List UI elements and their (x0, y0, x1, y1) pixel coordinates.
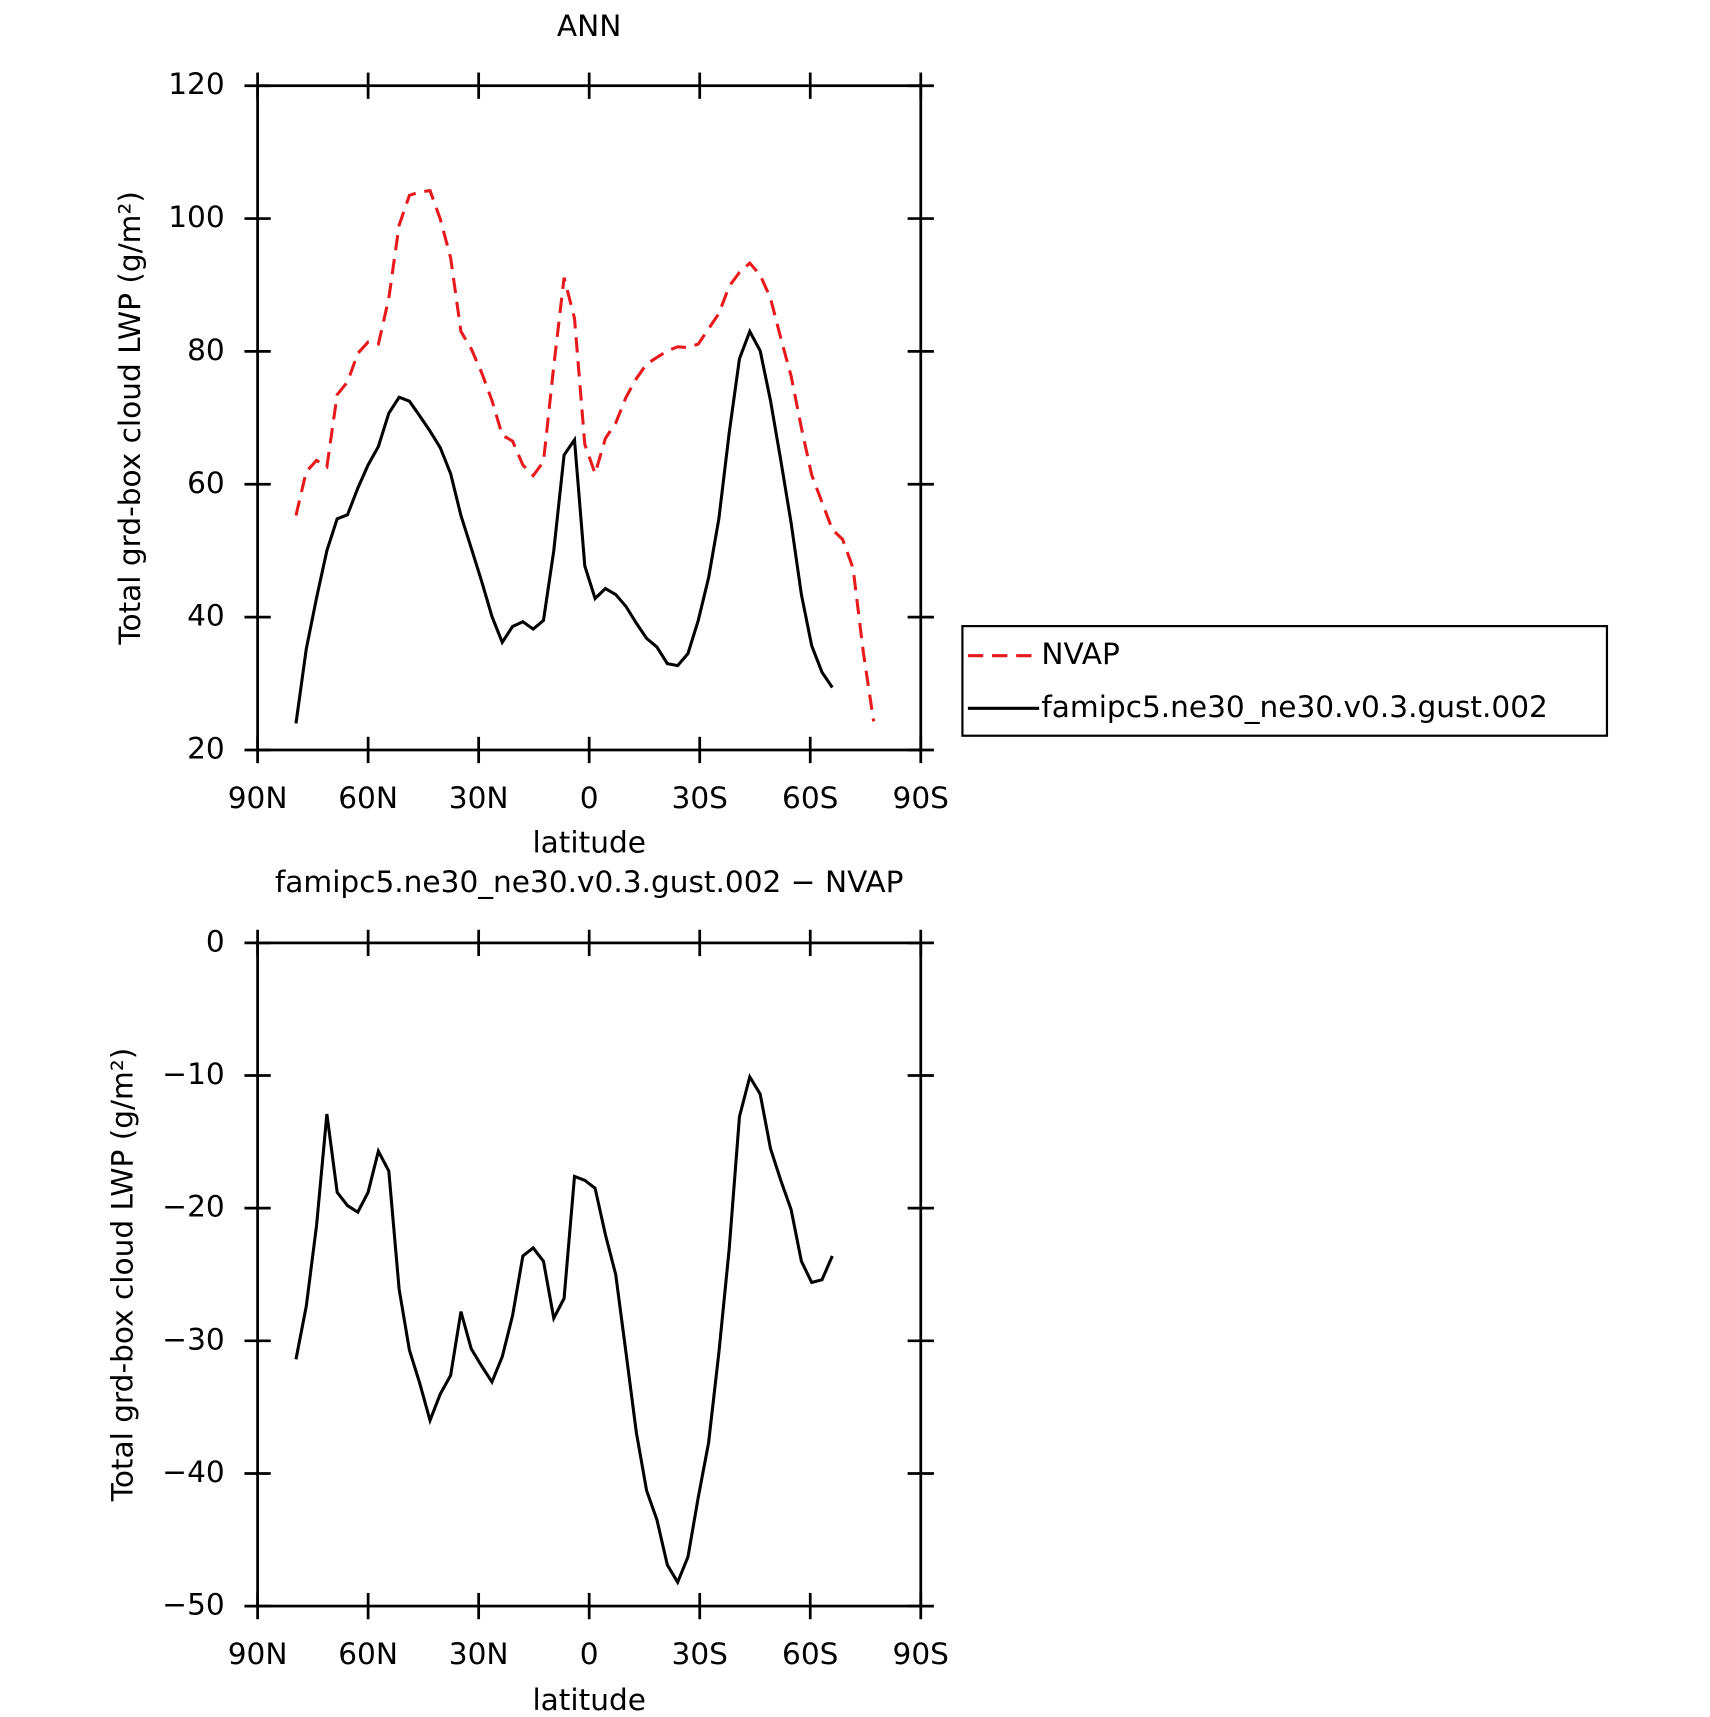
x-tick-label: 60N (338, 781, 398, 815)
x-axis-label: latitude (532, 826, 645, 860)
y-tick-label: −30 (162, 1322, 224, 1356)
x-tick-label: 0 (580, 781, 599, 815)
y-tick-label: −40 (162, 1455, 224, 1489)
series-line (294, 188, 876, 722)
x-tick-label: 30N (449, 1637, 509, 1671)
y-tick-label: −50 (162, 1588, 224, 1622)
x-tick-label: 60S (782, 781, 838, 815)
legend-box (961, 625, 1609, 737)
plot-frame (256, 941, 923, 1608)
y-axis-label: Total grd-box cloud LWP (g/m²) (113, 191, 147, 645)
series-line (294, 327, 834, 724)
x-tick-label: 0 (580, 1637, 599, 1671)
series-line (294, 1072, 834, 1586)
x-tick-label: 30S (672, 1637, 728, 1671)
chart-title: famipc5.ne30_ne30.v0.3.gust.002 − NVAP (275, 865, 904, 899)
y-tick-label: 40 (187, 599, 225, 633)
legend-label: NVAP (1041, 637, 1120, 671)
x-tick-label: 90S (893, 1637, 949, 1671)
y-tick-label: 60 (187, 466, 225, 500)
y-tick-label: 20 (187, 731, 225, 765)
y-tick-label: 80 (187, 333, 225, 367)
x-tick-label: 90N (228, 781, 288, 815)
y-axis-label: Total grd-box cloud LWP (g/m²) (105, 1048, 139, 1502)
y-tick-label: −20 (162, 1190, 224, 1224)
y-tick-label: 120 (168, 67, 224, 101)
y-tick-label: 100 (168, 200, 224, 234)
x-tick-label: 90N (228, 1637, 288, 1671)
x-tick-label: 30S (672, 781, 728, 815)
x-axis-label: latitude (532, 1683, 645, 1717)
legend-label: famipc5.ne30_ne30.v0.3.gust.002 (1041, 690, 1548, 724)
y-tick-label: −10 (162, 1057, 224, 1091)
x-tick-label: 90S (893, 781, 949, 815)
x-tick-label: 60S (782, 1637, 838, 1671)
y-tick-label: 0 (206, 924, 225, 958)
x-tick-label: 60N (338, 1637, 398, 1671)
x-tick-label: 30N (449, 781, 509, 815)
chart-title: ANN (557, 9, 622, 43)
plot-frame (256, 84, 923, 752)
